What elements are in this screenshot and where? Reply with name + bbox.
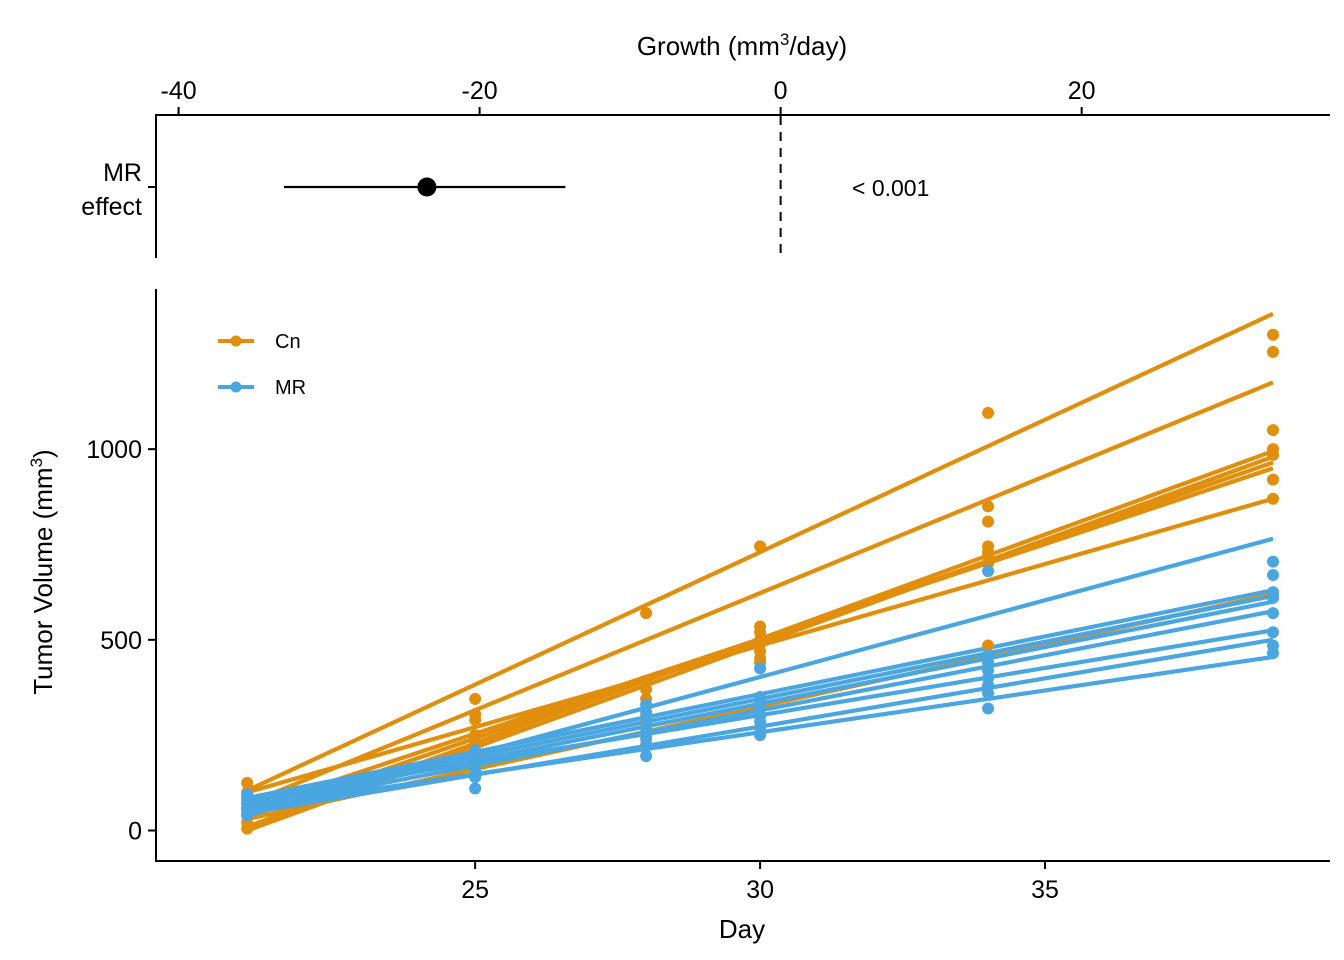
- top-axis-title-unit: mm: [737, 31, 780, 61]
- p-value-label: < 0.001: [852, 175, 929, 201]
- growth-panel: 25 30 35 0 500 1000 Day Tumor Volume (mm3) C…: [27, 289, 1330, 944]
- data-point-mr: [469, 782, 482, 795]
- data-point-cn: [469, 692, 482, 705]
- x-axis-tick-label: 30: [746, 876, 774, 904]
- data-point-mr: [982, 687, 995, 700]
- regression-line-cn: [246, 380, 1274, 806]
- data-point-cn: [640, 607, 653, 620]
- top-axis-title-rest: /day: [789, 31, 838, 61]
- top-axis-tick-label: -20: [462, 77, 498, 105]
- data-point-mr: [982, 702, 995, 715]
- data-point-cn: [241, 776, 254, 789]
- forest-row-label-line1: MR: [103, 159, 142, 187]
- y-axis-title-unit: mm: [28, 467, 58, 510]
- x-axis-ticks: 25 30 35: [461, 861, 1059, 904]
- data-point-cn: [640, 683, 653, 696]
- y-axis-tick-label: 1000: [86, 436, 142, 464]
- data-point-mr: [1267, 591, 1280, 604]
- forest-row-label-line2: effect: [81, 193, 142, 221]
- top-axis-ticks: -40 -20 0 20: [161, 77, 1096, 115]
- top-axis-tick-label: 20: [1068, 77, 1096, 105]
- data-point-cn: [241, 822, 254, 835]
- data-point-mr: [241, 809, 254, 822]
- y-axis-title: Tumor Volume (mm3): [27, 449, 58, 694]
- data-point-mr: [1267, 569, 1280, 581]
- data-point-mr: [982, 565, 995, 578]
- data-point-mr: [1267, 626, 1280, 639]
- x-axis-tick-label: 35: [1031, 876, 1059, 904]
- data-point-cn: [982, 515, 995, 528]
- y-axis-tick-label: 0: [128, 817, 142, 845]
- y-axis-title-close: ): [28, 449, 58, 458]
- data-point-cn: [1267, 492, 1280, 505]
- top-axis-tick-label: -40: [161, 77, 197, 105]
- regression-lines: [246, 311, 1274, 833]
- y-axis-tick-label: 500: [100, 627, 142, 655]
- data-point-cn: [1267, 448, 1280, 461]
- data-point-cn: [982, 406, 995, 419]
- effect-estimate-point: [417, 177, 437, 197]
- data-point-cn: [754, 540, 767, 553]
- data-point-cn: [1267, 345, 1280, 358]
- data-point-mr: [1267, 607, 1280, 620]
- legend-item-cn: Cn: [218, 331, 301, 353]
- data-point-cn: [982, 639, 995, 652]
- data-point-cn: [1267, 473, 1280, 486]
- top-axis-title: Growth (mm3/day): [637, 30, 847, 61]
- top-axis-title-sup: 3: [780, 30, 789, 49]
- legend-key-mr-point: [230, 381, 242, 393]
- y-axis-title-open: (: [28, 510, 58, 519]
- data-point-mr: [469, 771, 482, 784]
- y-axis-title-main: Tumor Volume: [28, 519, 58, 694]
- y-axis-title-sup: 3: [27, 458, 46, 467]
- top-axis-title-open: (: [728, 31, 737, 61]
- data-points: [241, 328, 1280, 835]
- top-axis-tick-label: 0: [774, 77, 788, 105]
- legend-label-cn: Cn: [275, 331, 301, 353]
- data-point-cn: [1267, 328, 1280, 341]
- forest-panel: Growth (mm3/day) -40 -20 0 20 MR effect < 0…: [81, 30, 1330, 258]
- data-point-cn: [469, 734, 482, 747]
- top-axis-title-close: ): [838, 31, 847, 61]
- legend-label-mr: MR: [275, 377, 306, 399]
- data-point-mr: [640, 750, 653, 763]
- top-axis-title-main: Growth: [637, 31, 728, 61]
- x-axis-title: Day: [719, 914, 765, 944]
- y-axis-ticks: 0 500 1000: [86, 436, 156, 845]
- data-point-mr: [1267, 555, 1280, 568]
- legend-key-cn-point: [230, 335, 242, 347]
- data-point-mr: [1267, 647, 1280, 660]
- data-point-cn: [1267, 424, 1280, 437]
- x-axis-tick-label: 25: [461, 876, 489, 904]
- data-point-mr: [640, 740, 653, 753]
- data-point-mr: [754, 662, 767, 675]
- legend-item-mr: MR: [218, 377, 306, 399]
- data-point-cn: [469, 713, 482, 726]
- data-point-cn: [982, 500, 995, 513]
- data-point-mr: [754, 729, 767, 742]
- legend: Cn MR: [218, 331, 306, 399]
